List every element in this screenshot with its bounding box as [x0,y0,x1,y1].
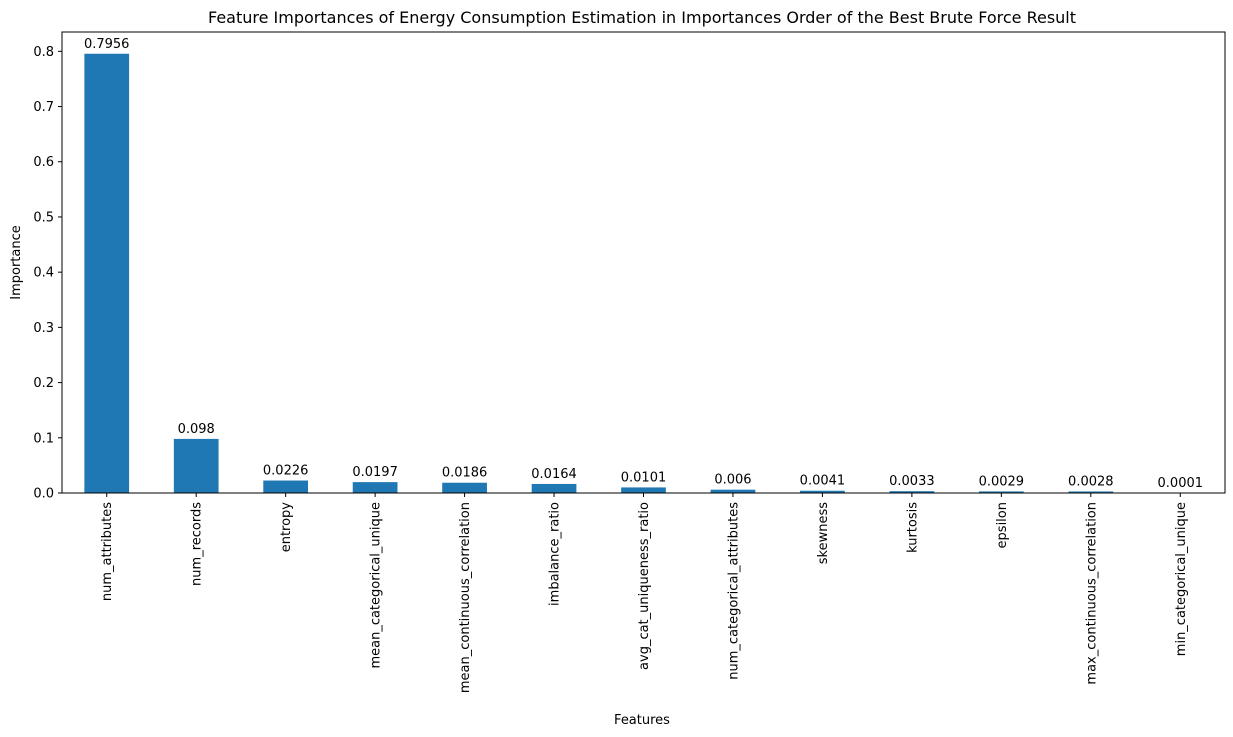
x-tick-label-num_records: num_records [190,502,205,586]
x-axis: num_attributes num_records entropy mean_cat… [100,493,1189,693]
x-tick-label-entropy: entropy [279,502,294,553]
chart-title: Feature Importances of Energy Consumptio… [208,8,1076,27]
bar-imbalance_ratio [531,483,577,493]
y-axis: 0.0 0.1 0.2 0.3 0.4 0.5 0.6 0.7 0.8 [33,45,62,502]
bar-avg_cat_uniqueness_ratio [621,487,666,493]
x-tick-label-num_attributes: num_attributes [100,502,115,601]
x-tick-label-imbalance_ratio: imbalance_ratio [548,502,563,606]
bar-epsilon [978,491,1024,493]
data-label-epsilon: 0.0029 [979,474,1025,489]
bar-entropy [263,480,309,493]
y-tick-label: 0.8 [33,45,54,60]
x-tick-label-epsilon: epsilon [995,502,1010,548]
bar-mean_categorical_unique [352,482,398,493]
y-tick-label: 0.1 [33,431,54,446]
data-label-kurtosis: 0.0033 [889,474,935,489]
data-label-skewness: 0.0041 [800,474,846,489]
y-tick-label: 0.3 [33,321,54,336]
x-tick-label-max_continuous_correlation: max_continuous_correlation [1084,502,1099,685]
data-label-min_categorical_unique: 0.0001 [1158,476,1204,491]
y-tick-label: 0.6 [33,155,54,170]
bar-max_continuous_correlation [1068,491,1114,493]
data-label-num_attributes: 0.7956 [84,37,130,52]
data-label-num_records: 0.098 [178,422,215,437]
y-tick-label: 0.0 [33,487,54,502]
bar-num_records [173,438,219,493]
x-tick-label-mean_continuous_correlation: mean_continuous_correlation [458,502,473,693]
bar-skewness [800,490,845,493]
y-tick-label: 0.5 [33,210,54,225]
x-tick-label-avg_cat_uniqueness_ratio: avg_cat_uniqueness_ratio [637,502,652,670]
y-tick-label: 0.2 [33,376,54,391]
x-tick-label-skewness: skewness [816,502,831,564]
data-label-entropy: 0.0226 [263,464,309,479]
x-tick-label-num_categorical_attributes: num_categorical_attributes [726,502,741,680]
data-label-num_categorical_attributes: 0.006 [714,473,751,488]
bars-group [84,53,1203,494]
bar-num_categorical_attributes [710,489,756,493]
bar-num_attributes [84,53,130,494]
x-tick-label-kurtosis: kurtosis [905,502,920,553]
bar-mean_continuous_correlation [442,482,487,493]
data-label-imbalance_ratio: 0.0164 [531,467,577,482]
x-axis-label: Features [614,713,670,728]
x-tick-label-min_categorical_unique: min_categorical_unique [1174,502,1189,656]
y-tick-label: 0.4 [33,266,54,281]
y-axis-label: Importance [9,225,24,300]
data-label-avg_cat_uniqueness_ratio: 0.0101 [621,470,667,485]
data-label-max_continuous_correlation: 0.0028 [1068,474,1114,489]
bar-kurtosis [889,491,935,493]
data-labels-group: 0.7956 0.098 0.0226 0.0197 0.0186 0.0164 0.010… [84,37,1203,491]
data-label-mean_continuous_correlation: 0.0186 [442,466,488,481]
plot-frame [61,31,1226,494]
data-label-mean_categorical_unique: 0.0197 [352,465,398,480]
x-tick-label-mean_categorical_unique: mean_categorical_unique [369,502,384,669]
y-tick-label: 0.7 [33,100,54,115]
